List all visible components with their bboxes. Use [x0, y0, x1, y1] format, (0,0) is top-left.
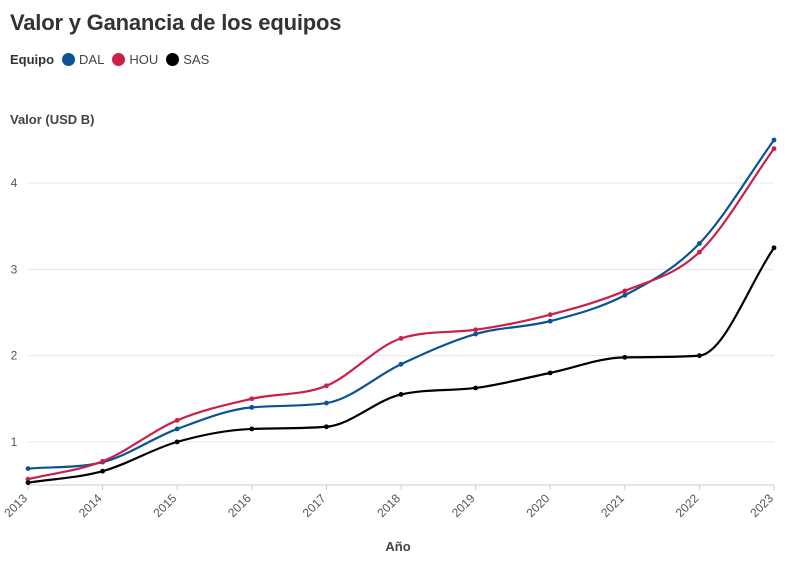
x-tick-label: 2022	[673, 491, 702, 520]
x-axis-label: Año	[385, 539, 411, 554]
data-point-hou	[25, 476, 31, 482]
series-line-dal	[26, 138, 776, 470]
x-tick-label: 2019	[449, 491, 478, 520]
data-point-hou	[547, 312, 553, 318]
data-point-dal	[324, 400, 329, 406]
y-tick-label: 2	[11, 349, 18, 363]
x-tick-label: 2014	[76, 491, 105, 520]
data-point-dal	[249, 404, 255, 410]
legend-item-dal[interactable]: DAL	[62, 52, 104, 67]
y-tick-label: 4	[11, 176, 18, 190]
legend-swatch-sas	[166, 53, 180, 66]
x-tick-label: 2023	[747, 491, 776, 520]
data-point-dal	[547, 318, 553, 324]
data-point-dal	[771, 137, 777, 143]
data-point-sas	[25, 480, 31, 486]
legend: Equipo DAL HOU SAS	[10, 52, 217, 67]
legend-label-hou: HOU	[129, 52, 159, 67]
legend-title: Equipo	[10, 52, 55, 67]
data-point-hou	[324, 383, 329, 389]
x-tick-label: 2018	[374, 491, 403, 520]
chart-title: Valor y Ganancia de los equipos	[10, 10, 342, 35]
data-point-hou	[249, 396, 255, 402]
data-point-sas	[100, 468, 105, 474]
data-point-sas	[771, 245, 777, 251]
y-tick-label: 1	[11, 435, 18, 449]
data-point-hou	[398, 335, 404, 341]
x-tick-label: 2017	[300, 491, 329, 520]
x-tick-label: 2013	[1, 491, 30, 520]
data-point-hou	[697, 249, 702, 255]
data-point-sas	[622, 354, 628, 360]
series-line-hou	[26, 147, 776, 481]
legend-item-hou[interactable]: HOU	[112, 52, 158, 67]
data-point-dal	[473, 331, 478, 337]
data-point-dal	[174, 426, 180, 432]
x-tick-label: 2015	[151, 491, 180, 520]
legend-swatch-dal	[62, 53, 76, 66]
data-point-sas	[697, 353, 702, 359]
x-tick-label: 2020	[524, 491, 553, 520]
data-point-dal	[398, 361, 404, 367]
legend-label-sas: SAS	[183, 52, 210, 67]
data-point-sas	[249, 426, 255, 432]
data-point-sas	[473, 385, 478, 391]
data-point-sas	[174, 439, 180, 445]
data-point-hou	[174, 417, 180, 423]
data-point-hou	[473, 327, 478, 333]
data-point-sas	[398, 392, 404, 397]
data-point-sas	[324, 424, 329, 430]
data-point-hou	[100, 458, 105, 464]
data-point-hou	[771, 146, 777, 152]
x-tick-label: 2016	[225, 491, 254, 520]
y-axis-label: Valor (USD B)	[10, 112, 95, 127]
y-tick-label: 3	[11, 262, 18, 276]
data-point-dal	[622, 292, 628, 298]
data-point-hou	[622, 288, 628, 294]
x-tick-label: 2021	[598, 491, 627, 520]
data-point-dal	[697, 241, 702, 246]
data-point-sas	[547, 370, 553, 376]
legend-label-dal: DAL	[79, 52, 105, 67]
legend-item-sas[interactable]: SAS	[166, 52, 209, 67]
legend-swatch-hou	[112, 53, 126, 66]
data-point-dal	[25, 466, 31, 472]
